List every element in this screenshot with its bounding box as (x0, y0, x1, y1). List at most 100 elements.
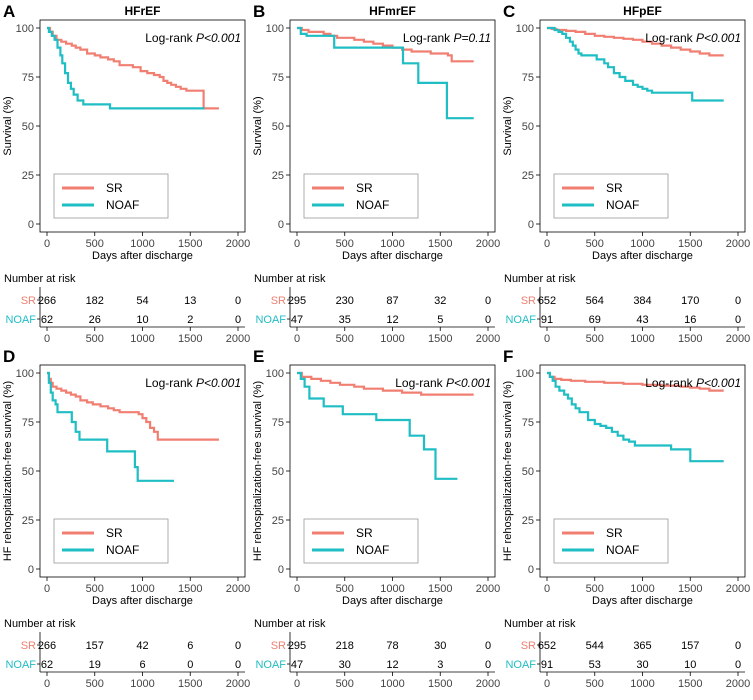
x-tick-label: 0 (544, 583, 550, 595)
legend-label-noaf: NOAF (356, 198, 389, 212)
risk-count: 544 (586, 640, 604, 652)
risk-count: 30 (434, 640, 446, 652)
x-tick-label: 2000 (726, 583, 750, 595)
risk-x-tick-label: 0 (294, 678, 300, 690)
risk-count: 384 (633, 295, 651, 307)
risk-row-label-sr: SR (21, 640, 36, 652)
y-tick-label: 100 (266, 23, 284, 35)
risk-x-tick-label: 0 (294, 333, 300, 345)
y-tick-label: 75 (522, 72, 534, 84)
risk-count: 295 (288, 640, 306, 652)
survival-curve-noaf (297, 371, 458, 480)
risk-row-label-noaf: NOAF (255, 314, 286, 326)
x-tick-label: 500 (336, 238, 354, 250)
risk-count: 53 (589, 659, 601, 671)
y-tick-label: 0 (278, 564, 284, 576)
survival-curve-sr (547, 26, 724, 57)
legend-label-noaf: NOAF (106, 198, 139, 212)
risk-count: 0 (485, 314, 491, 326)
risk-count: 0 (235, 659, 241, 671)
risk-count: 365 (633, 640, 651, 652)
legend-label-sr: SR (606, 526, 623, 540)
x-tick-label: 1000 (630, 238, 654, 250)
legend-label-sr: SR (606, 181, 623, 195)
risk-count: 62 (41, 314, 53, 326)
panel-label: B (253, 2, 265, 21)
y-axis-label: HF rehospitalization-free survival (%) (2, 381, 14, 561)
legend-label-noaf: NOAF (106, 543, 139, 557)
risk-count: 30 (339, 659, 351, 671)
risk-count: 0 (735, 640, 741, 652)
risk-count: 69 (589, 314, 601, 326)
y-axis-label: Survival (%) (2, 96, 14, 155)
y-tick-label: 50 (22, 121, 34, 133)
risk-count: 0 (235, 640, 241, 652)
log-rank-annotation: Log-rank P<0.001 (645, 376, 741, 390)
survival-curve-noaf (47, 371, 174, 482)
survival-curve-noaf (547, 26, 724, 102)
p-value: P<0.001 (696, 376, 741, 390)
x-tick-label: 1000 (380, 238, 404, 250)
risk-count: 91 (541, 314, 553, 326)
risk-count: 157 (681, 640, 699, 652)
y-tick-label: 100 (16, 23, 34, 35)
y-axis-label: Survival (%) (502, 96, 514, 155)
y-tick-label: 25 (522, 515, 534, 527)
log-rank-prefix: Log-rank (395, 376, 446, 390)
risk-table-header: Number at risk (504, 618, 576, 630)
risk-x-tick-label: 1500 (678, 678, 702, 690)
risk-count: 0 (485, 640, 491, 652)
x-axis-label: Days after discharge (342, 250, 443, 262)
risk-x-tick-label: 500 (336, 333, 354, 345)
risk-row-label-sr: SR (271, 640, 286, 652)
log-rank-annotation: Log-rank P<0.001 (645, 31, 741, 45)
risk-count: 35 (339, 314, 351, 326)
survival-curve-noaf (47, 26, 205, 110)
risk-count: 0 (235, 295, 241, 307)
x-tick-label: 1500 (178, 238, 202, 250)
y-tick-label: 50 (22, 466, 34, 478)
risk-count: 652 (538, 640, 556, 652)
y-tick-label: 100 (16, 368, 34, 380)
risk-count: 295 (288, 295, 306, 307)
x-tick-label: 2000 (226, 583, 250, 595)
risk-x-tick-label: 2000 (726, 678, 750, 690)
risk-x-tick-label: 500 (86, 678, 104, 690)
risk-table-header: Number at risk (4, 273, 76, 285)
panel-label: D (3, 347, 15, 366)
log-rank-prefix: Log-rank (403, 31, 454, 45)
x-tick-label: 1000 (130, 238, 154, 250)
risk-x-tick-label: 500 (586, 678, 604, 690)
legend-label-noaf: NOAF (356, 543, 389, 557)
y-tick-label: 75 (22, 72, 34, 84)
y-tick-label: 0 (528, 219, 534, 231)
p-value: P<0.001 (196, 31, 241, 45)
risk-count: 12 (386, 314, 398, 326)
x-tick-label: 2000 (476, 238, 500, 250)
risk-count: 564 (586, 295, 604, 307)
y-axis-label: Survival (%) (252, 96, 264, 155)
legend (53, 173, 169, 219)
log-rank-annotation: Log-rank P<0.001 (145, 31, 241, 45)
risk-row-label-noaf: NOAF (505, 659, 536, 671)
risk-row-label-noaf: NOAF (5, 659, 36, 671)
survival-curve-sr (47, 371, 219, 441)
risk-table-header: Number at risk (504, 273, 576, 285)
risk-x-tick-label: 0 (44, 333, 50, 345)
risk-count: 157 (86, 640, 104, 652)
risk-row-label-noaf: NOAF (5, 314, 36, 326)
risk-count: 42 (136, 640, 148, 652)
log-rank-prefix: Log-rank (645, 31, 696, 45)
y-tick-label: 50 (272, 466, 284, 478)
risk-x-tick-label: 1500 (428, 678, 452, 690)
log-rank-annotation: Log-rank P<0.001 (395, 376, 491, 390)
y-tick-label: 75 (22, 417, 34, 429)
x-tick-label: 0 (44, 238, 50, 250)
x-tick-label: 1500 (178, 583, 202, 595)
x-tick-label: 0 (44, 583, 50, 595)
risk-count: 54 (136, 295, 148, 307)
x-tick-label: 0 (294, 238, 300, 250)
